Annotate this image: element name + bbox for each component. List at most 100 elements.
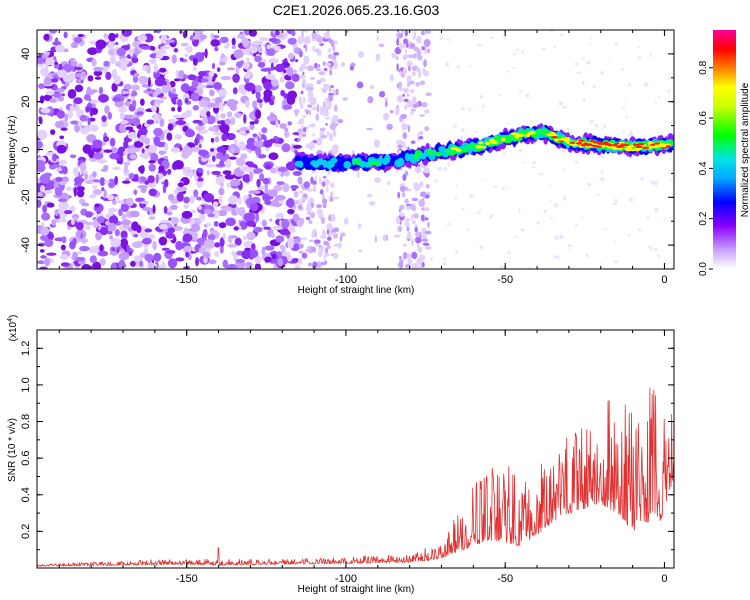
heatmap-noise-cell xyxy=(191,80,199,88)
heatmap-noise-cell xyxy=(261,127,268,134)
heatmap-noise-cell xyxy=(65,186,72,192)
heatmap-noise-cell xyxy=(60,127,68,131)
heatmap-noise-cell xyxy=(40,107,51,114)
heatmap-noise-cell xyxy=(567,244,573,247)
heatmap-noise-cell xyxy=(153,127,163,137)
heatmap-ridge-cell xyxy=(528,130,536,135)
heatmap-noise-cell xyxy=(211,170,221,175)
heatmap-noise-cell xyxy=(235,259,246,263)
heatmap-noise-cell xyxy=(331,232,337,235)
heatmap-noise-cell xyxy=(316,30,319,34)
heatmap-noise-cell xyxy=(396,30,400,33)
heatmap-noise-cell xyxy=(129,153,137,160)
heatmap-noise-cell xyxy=(411,197,419,202)
heatmap-noise-cell xyxy=(184,47,193,52)
heatmap-noise-cell xyxy=(409,89,415,94)
heatmap-noise-cell xyxy=(79,162,87,172)
heatmap-noise-cell xyxy=(219,61,226,66)
heatmap-noise-cell xyxy=(226,67,235,71)
heatmap-noise-cell xyxy=(154,77,166,87)
heatmap-noise-cell xyxy=(579,216,583,219)
heatmap-noise-cell xyxy=(133,72,140,78)
heatmap-noise-cell xyxy=(187,74,197,81)
heatmap-noise-cell xyxy=(115,61,119,67)
heatmap-noise-cell xyxy=(403,98,409,103)
heatmap-noise-cell xyxy=(279,123,287,129)
heatmap-noise-cell xyxy=(88,246,98,254)
heatmap-ridge-cell xyxy=(384,154,391,164)
heatmap-noise-cell xyxy=(452,124,458,128)
heatmap-ridge-cell xyxy=(517,133,525,138)
heatmap-noise-cell xyxy=(197,168,204,173)
heatmap-noise-cell xyxy=(111,166,122,170)
heatmap-noise-cell xyxy=(328,37,332,44)
heatmap-noise-cell xyxy=(190,223,201,233)
heatmap-noise-cell xyxy=(286,66,294,77)
heatmap-noise-cell xyxy=(183,245,192,254)
heatmap-noise-cell xyxy=(414,227,418,233)
heatmap-noise-cell xyxy=(226,182,232,189)
heatmap-noise-cell xyxy=(402,194,406,198)
heatmap-noise-cell xyxy=(417,54,423,61)
heatmap-noise-cell xyxy=(273,184,283,192)
heatmap-noise-cell xyxy=(118,108,128,112)
heatmap-noise-cell xyxy=(318,177,322,185)
heatmap-noise-cell xyxy=(311,31,317,40)
heatmap-noise-cell xyxy=(38,117,43,125)
heatmap-noise-cell xyxy=(206,170,210,176)
heatmap-noise-cell xyxy=(249,171,253,182)
heatmap-noise-cell xyxy=(91,58,97,67)
heatmap-noise-cell xyxy=(64,113,69,122)
heatmap-noise-cell xyxy=(150,152,159,163)
heatmap-noise-cell xyxy=(384,100,388,108)
heatmap-noise-cell xyxy=(167,123,174,131)
heatmap-noise-cell xyxy=(386,123,393,131)
heatmap-noise-cell xyxy=(328,214,331,222)
heatmap-noise-cell xyxy=(329,65,333,70)
heatmap-noise-cell xyxy=(98,93,109,103)
heatmap-noise-cell xyxy=(230,147,235,153)
heatmap-noise-cell xyxy=(109,137,116,147)
heatmap-noise-cell xyxy=(227,243,238,248)
heatmap-noise-cell xyxy=(442,261,447,266)
heatmap-noise-cell xyxy=(340,62,346,67)
heatmap-noise-cell xyxy=(167,227,175,234)
heatmap-noise-cell xyxy=(241,250,251,260)
heatmap-noise-cell xyxy=(270,253,278,260)
heatmap-noise-cell xyxy=(190,92,200,102)
heatmap-noise-cell xyxy=(185,251,190,258)
heatmap-noise-cell xyxy=(158,236,168,246)
heatmap-noise-cell xyxy=(291,30,296,37)
heatmap-noise-cell xyxy=(92,171,97,178)
heatmap-noise-cell xyxy=(268,152,279,161)
heatmap-noise-cell xyxy=(96,159,108,164)
heatmap-noise-cell xyxy=(399,185,406,192)
heatmap-noise-cell xyxy=(272,225,284,230)
heatmap-noise-cell xyxy=(424,30,432,34)
heatmap-noise-cell xyxy=(176,191,184,202)
heatmap-ridge-cell xyxy=(587,143,593,146)
heatmap-noise-cell xyxy=(398,260,404,269)
heatmap-ridge-cell xyxy=(448,150,456,156)
heatmap-noise-cell xyxy=(625,116,629,119)
heatmap-noise-cell xyxy=(192,66,198,71)
heatmap-noise-cell xyxy=(51,219,56,226)
heatmap-noise-cell xyxy=(409,42,416,49)
heatmap-noise-cell xyxy=(124,114,135,119)
heatmap-noise-cell xyxy=(69,240,76,250)
heatmap-noise-cell xyxy=(158,150,166,155)
heatmap-noise-cell xyxy=(46,202,55,208)
colorbar-gradient xyxy=(713,30,736,269)
heatmap-noise-cell xyxy=(318,214,322,219)
heatmap-noise-cell xyxy=(95,232,102,241)
heatmap-noise-cell xyxy=(116,47,126,57)
heatmap-noise-cell xyxy=(349,65,355,71)
heatmap-noise-cell xyxy=(316,204,323,209)
heatmap-noise-cell xyxy=(179,30,183,34)
heatmap-noise-cell xyxy=(576,71,581,75)
snr-y-tick-label: 0.4 xyxy=(20,487,32,502)
heatmap-noise-cell xyxy=(112,199,117,205)
heatmap-noise-cell xyxy=(214,136,220,143)
heatmap-noise-cell xyxy=(257,45,263,54)
heatmap-noise-cell xyxy=(332,129,335,137)
